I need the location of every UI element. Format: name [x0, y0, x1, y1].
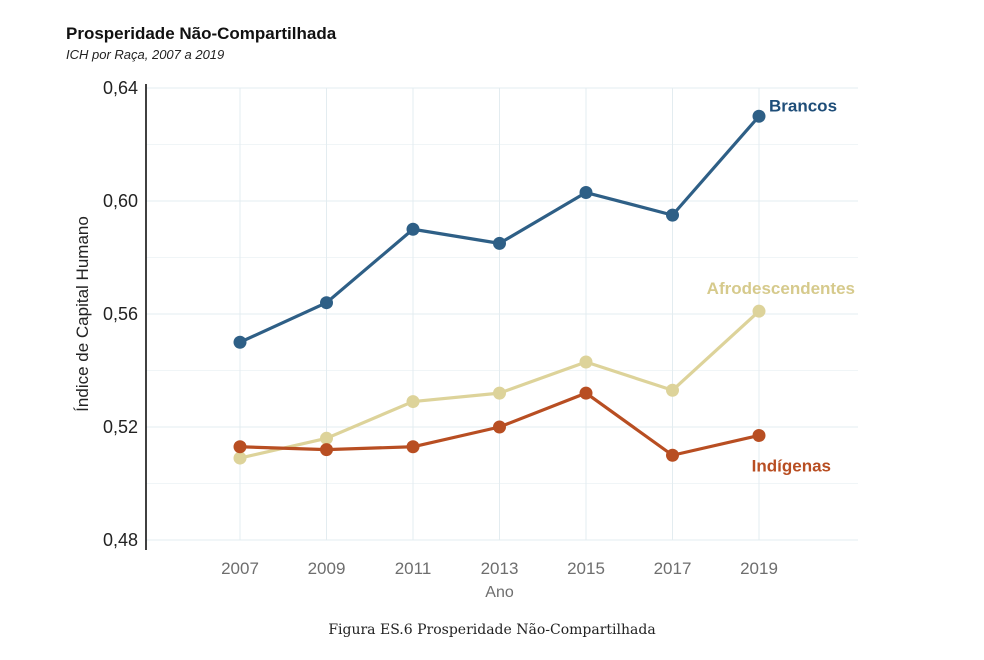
series-labels: Brancos Afrodescendentes Indígenas: [707, 96, 855, 475]
chart-subtitle: ICH por Raça, 2007 a 2019: [66, 47, 225, 62]
x-tick-label: 2015: [567, 559, 605, 578]
x-axis-title: Ano: [485, 584, 514, 601]
y-axis-title: Índice de Capital Humano: [73, 216, 92, 412]
y-tick-label: 0,64: [103, 78, 138, 98]
data-point: [320, 296, 333, 310]
data-point: [320, 431, 333, 445]
data-point: [406, 395, 420, 409]
data-point: [752, 304, 766, 318]
data-point: [233, 440, 247, 454]
x-tick-label: 2017: [654, 559, 692, 578]
data-point: [406, 222, 420, 236]
data-point: [493, 236, 506, 250]
data-point: [579, 186, 593, 200]
data-point: [233, 335, 247, 349]
x-tick-label: 2007: [221, 559, 259, 578]
x-tick-label: 2009: [308, 559, 346, 578]
x-tick-label: 2013: [481, 559, 519, 578]
series-label: Indígenas: [752, 456, 831, 475]
data-point: [493, 386, 506, 400]
series-label: Brancos: [769, 96, 837, 115]
data-point: [666, 383, 679, 397]
chart-title: Prosperidade Não-Compartilhada: [66, 24, 337, 43]
data-point: [666, 448, 679, 462]
axes: 0,48 0,52 0,56 0,60 0,64 2007 2009 2011 2013 2015…: [73, 78, 778, 601]
x-tick-label: 2019: [740, 559, 778, 578]
data-point: [752, 428, 766, 442]
y-tick-label: 0,48: [103, 530, 138, 550]
x-tick-label: 2011: [395, 559, 432, 578]
y-tick-label: 0,60: [103, 191, 138, 211]
y-tick-label: 0,56: [103, 304, 138, 324]
data-point: [579, 355, 593, 369]
series-label: Afrodescendentes: [707, 279, 855, 298]
data-point: [666, 208, 679, 222]
y-tick-label: 0,52: [103, 417, 138, 437]
data-point: [579, 386, 593, 400]
grid-lines: [146, 87, 858, 541]
data-point: [320, 443, 333, 457]
data-point: [752, 109, 766, 123]
data-point: [233, 451, 247, 465]
data-point: [493, 420, 506, 434]
data-points: [233, 109, 766, 465]
data-point: [406, 440, 420, 454]
figure-caption: Figura ES.6 Prosperidade Não-Compartilha…: [328, 622, 656, 638]
